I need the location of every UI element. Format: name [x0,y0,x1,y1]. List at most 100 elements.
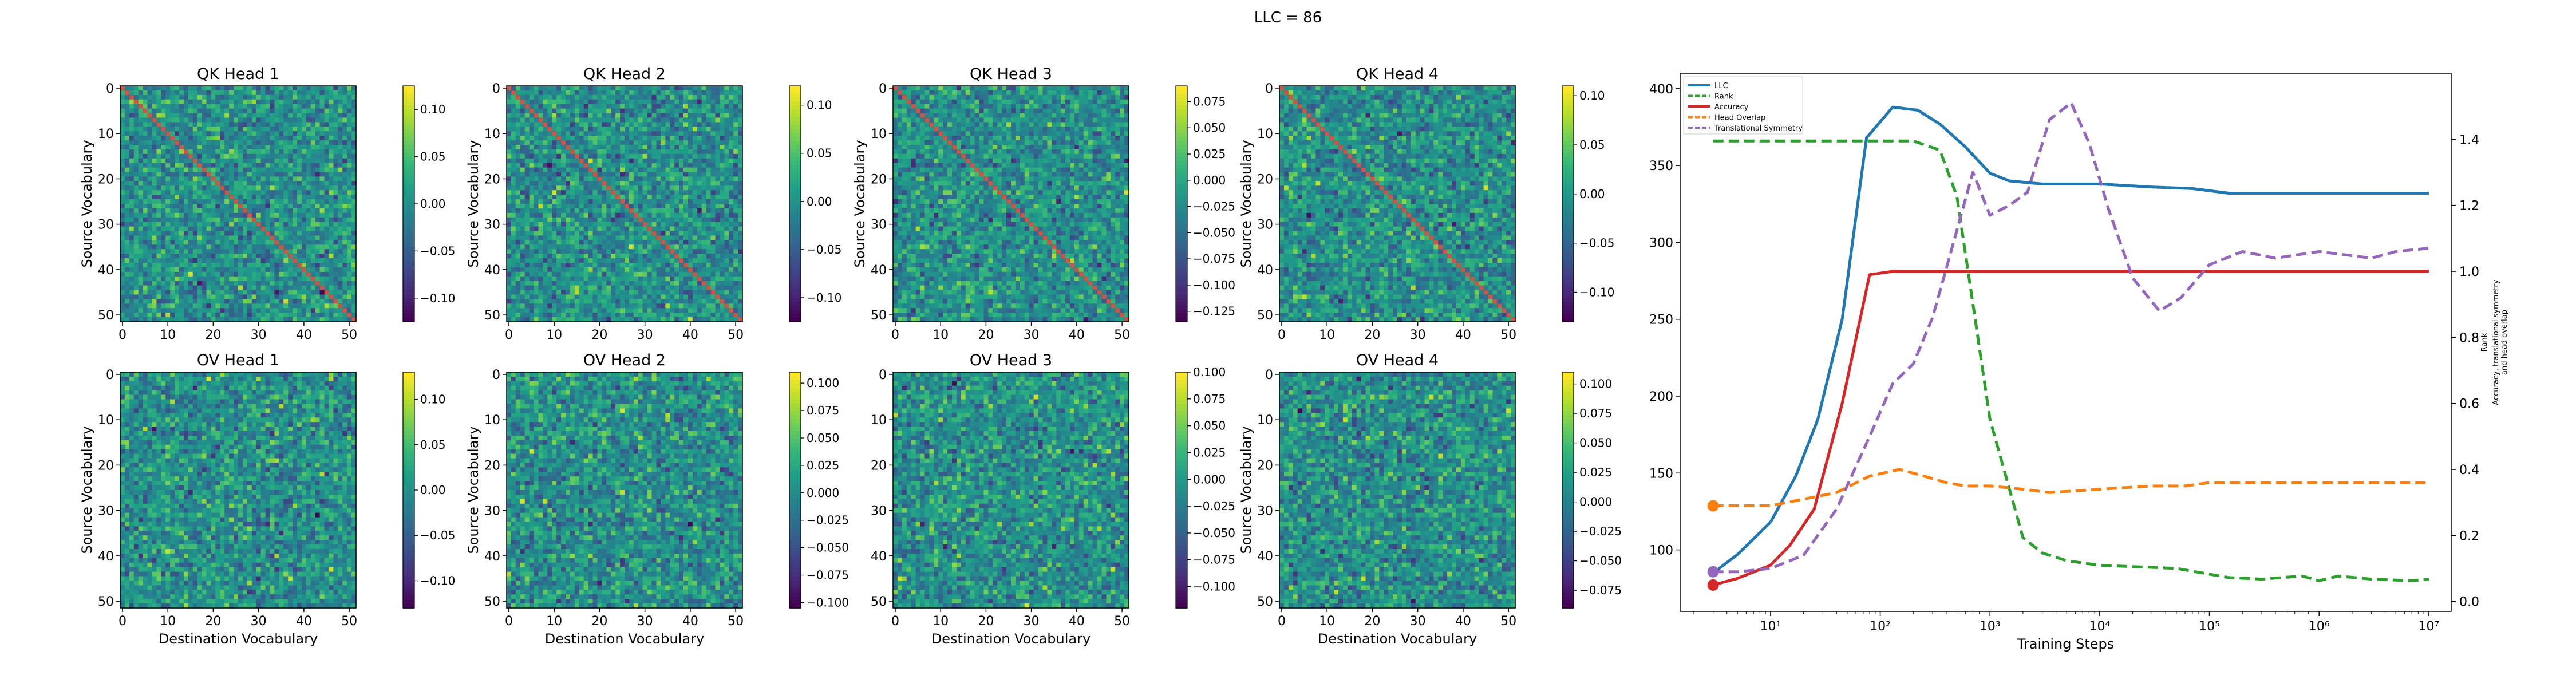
heatmap-cell [206,158,212,164]
heatmap-cell [520,104,526,109]
heatmap-cell [215,294,220,299]
heatmap-cell [511,127,516,132]
heatmap-cell [256,263,262,268]
heatmap-cell [543,136,548,141]
heatmap-cell [592,113,598,119]
heatmap-cell [179,208,184,214]
heatmap-cell [133,90,139,96]
heatmap-cell [633,131,639,136]
heatmap-cell [715,190,720,195]
heatmap-cell [315,86,321,91]
heatmap-cell [315,190,321,195]
heatmap-cell [625,153,630,159]
heatmap-cell [738,176,743,181]
heatmap-cell [674,122,679,127]
heatmap-cell [697,163,702,168]
heatmap-cell [520,195,526,200]
heatmap-cell [511,136,516,141]
heatmap-cell [224,172,230,177]
heatmap-cell [724,195,729,200]
heatmap-cell [206,303,212,309]
heatmap-cell [602,167,607,173]
heatmap-cell [701,204,707,209]
heatmap-cell [566,254,571,259]
heatmap-cell [511,204,516,209]
heatmap-cell [156,299,161,304]
heatmap-cell [529,263,535,268]
heatmap-cell [701,136,707,141]
heatmap-cell [301,149,307,155]
colorbar-segment [403,109,414,114]
heatmap-cell [224,153,230,159]
heatmap-cell [333,294,338,299]
heatmap-cell [206,99,212,105]
heatmap-cell [556,113,562,119]
heatmap-cell [211,140,216,145]
heatmap-cell [202,190,207,195]
heatmap-cell [679,244,684,250]
heatmap-cell [256,176,262,181]
heatmap-cell [547,131,552,136]
heatmap-cell [256,113,262,119]
heatmap-cell [288,294,293,299]
heatmap-cell [260,195,266,200]
heatmap-cell [720,104,725,109]
heatmap-cell [120,204,125,209]
heatmap-cell [351,99,357,105]
heatmap-cell [274,222,279,227]
heatmap-cell [247,176,252,181]
heatmap-cell [347,226,352,232]
colorbar-segment [403,121,414,126]
heatmap-cell [170,108,175,114]
heatmap-cell [683,172,689,177]
heatmap-cell [183,235,189,240]
heatmap-cell [129,249,135,254]
heatmap-cell [256,108,262,114]
heatmap-cell [347,290,352,295]
heatmap-cell [265,217,271,223]
heatmap-cell [165,249,171,254]
heatmap-cell [543,94,548,100]
heatmap-cell [524,240,530,245]
heatmap-cell [260,244,266,250]
heatmap-cell [338,249,343,254]
heatmap-diagonal-cell [293,258,298,263]
heatmap-cell [625,99,630,105]
heatmap-cell [561,108,566,114]
heatmap-cell [192,258,198,263]
heatmap-cell [592,158,598,164]
heatmap-cell [156,163,161,168]
heatmap-cell [143,258,148,263]
heatmap-cell [342,271,347,277]
heatmap-cell [561,240,566,245]
heatmap-cell [143,267,148,273]
heatmap-cell [192,222,198,227]
heatmap-cell [197,313,203,318]
heatmap-cell [524,217,530,223]
heatmap-cell [629,90,634,96]
heatmap-cell [342,163,347,168]
heatmap-cell [520,167,526,173]
heatmap-cell [729,195,734,200]
heatmap-cell [156,86,161,91]
heatmap-cell [188,308,193,313]
heatmap-cell [220,153,225,159]
heatmap-cell [288,153,293,159]
heatmap-cell [333,271,338,277]
heatmap-cell [129,99,135,105]
heatmap-cell [625,176,630,181]
heatmap-cell [234,94,239,100]
heatmap-cell [256,190,262,195]
heatmap-cell [592,195,598,200]
heatmap-cell [642,145,648,150]
heatmap-cell [143,167,148,173]
heatmap-cell [656,176,661,181]
heatmap-cell [534,149,539,155]
heatmap-cell [724,99,729,105]
heatmap-cell [138,249,144,254]
heatmap-cell [529,86,535,91]
heatmap-cell [733,204,738,209]
heatmap-cell [347,176,352,181]
heatmap-cell [242,281,248,286]
heatmap-cell [688,86,693,91]
